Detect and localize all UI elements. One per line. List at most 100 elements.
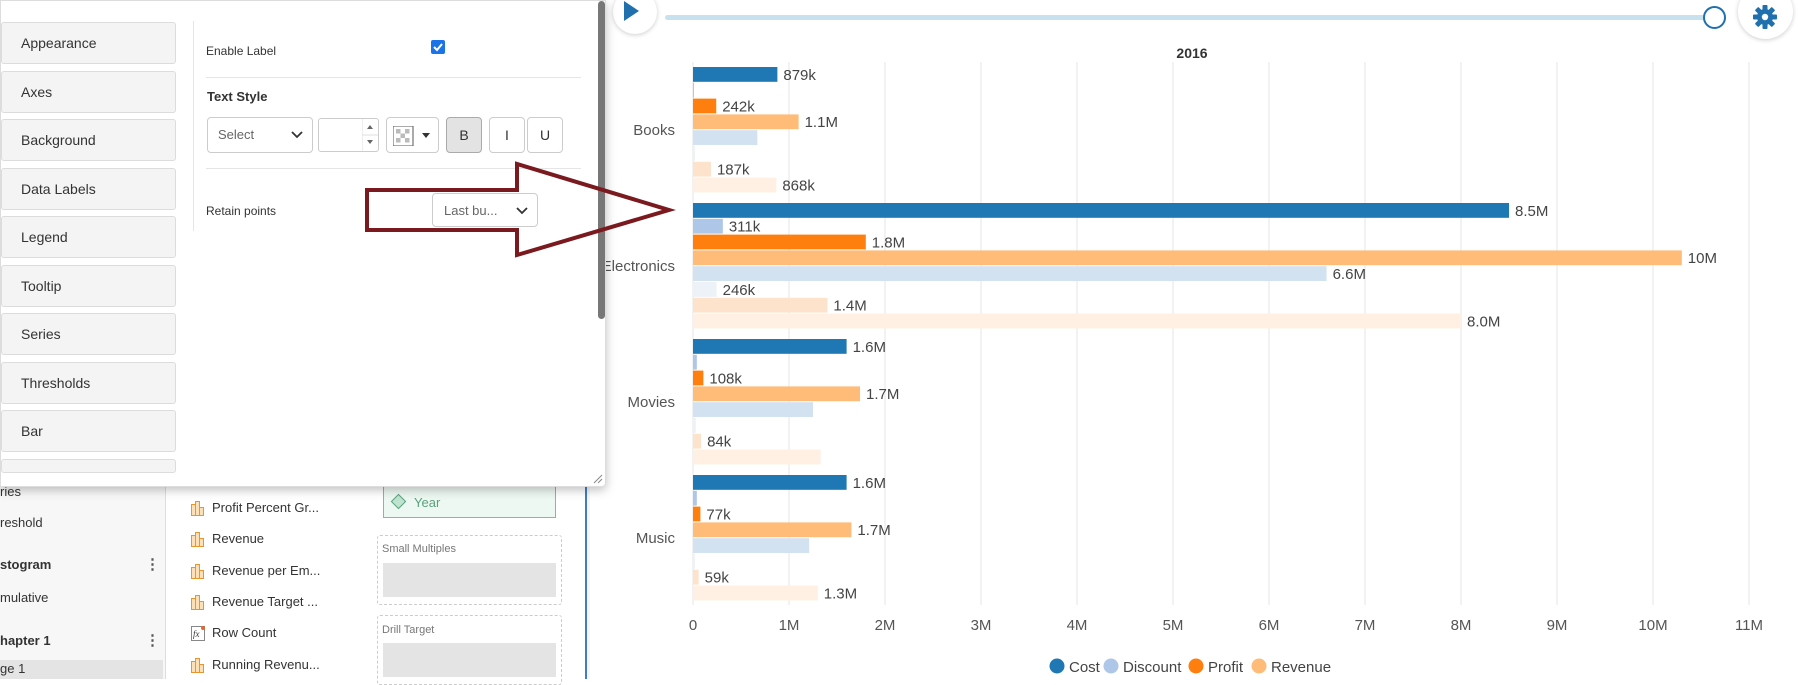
x-tick-label: 3M	[971, 617, 992, 634]
bold-button[interactable]: B	[446, 117, 482, 153]
data-label: 1.1M	[805, 114, 838, 131]
check-icon	[433, 43, 443, 52]
play-button[interactable]	[613, 0, 657, 34]
settings-button[interactable]	[1738, 0, 1793, 39]
legend-label: Discount	[1123, 659, 1182, 676]
x-tick-label: 4M	[1067, 617, 1088, 634]
timeline-slider[interactable]	[665, 15, 1710, 20]
bar-series-4	[693, 538, 810, 553]
year-field-chip[interactable]: Year	[383, 486, 556, 518]
enable-label-checkbox[interactable]	[431, 40, 445, 54]
nav-item-appearance[interactable]: Appearance	[1, 22, 176, 64]
chevron-down-icon	[291, 131, 303, 139]
bar-series-7	[693, 177, 777, 193]
bar-series-4	[693, 402, 813, 417]
bar-series-6	[693, 569, 699, 585]
transparent-swatch-icon	[393, 126, 430, 146]
data-label: 84k	[707, 434, 732, 451]
font-family-select[interactable]: Select	[207, 117, 313, 153]
data-label: 6.6M	[1333, 266, 1366, 283]
data-label: 187k	[717, 162, 750, 179]
x-tick-label: 1M	[779, 617, 800, 634]
dimension-icon	[390, 493, 407, 510]
field-item[interactable]: Revenue Target ...	[212, 593, 318, 609]
bar-series-6	[693, 161, 711, 177]
x-tick-label: 11M	[1735, 617, 1763, 634]
report-tree: ries reshold stogram ⋮ mulative hapter 1…	[0, 470, 165, 679]
data-label: 1.3M	[824, 585, 857, 602]
nav-item-series[interactable]: Series	[1, 313, 176, 355]
legend-label: Cost	[1069, 659, 1101, 676]
measure-icon	[191, 563, 204, 579]
nav-item-background[interactable]: Background	[1, 119, 176, 161]
x-tick-label: 10M	[1638, 617, 1667, 634]
stepper-arrows-icon[interactable]	[362, 119, 378, 151]
bar-series-5	[693, 554, 695, 569]
tree-group[interactable]: stogram	[0, 557, 52, 572]
timeline-slider-handle[interactable]	[1703, 6, 1726, 29]
bar-discount	[693, 490, 697, 506]
bar-revenue	[693, 386, 861, 402]
x-tick-label: 0	[689, 617, 697, 634]
text-style-heading: Text Style	[207, 89, 268, 104]
tree-item[interactable]: ge 1	[0, 661, 26, 676]
data-label: 1.7M	[866, 386, 899, 403]
gear-icon	[1753, 5, 1777, 29]
italic-button[interactable]: I	[489, 117, 525, 153]
legend-label: Revenue	[1271, 659, 1331, 676]
bar-discount	[693, 354, 697, 370]
bar-profit	[693, 370, 704, 386]
legend-marker	[1103, 658, 1119, 674]
x-tick-label: 6M	[1259, 617, 1280, 634]
nav-item-tooltip[interactable]: Tooltip	[1, 264, 176, 307]
nav-item-partial[interactable]	[1, 458, 176, 473]
text-color-picker[interactable]	[386, 117, 439, 153]
divider	[206, 77, 581, 78]
data-label: 108k	[709, 370, 742, 387]
legend-marker	[1188, 658, 1204, 674]
function-icon: fx	[191, 626, 205, 642]
bar-profit	[693, 506, 701, 522]
y-category-label: Books	[633, 122, 675, 139]
retain-points-label: Retain points	[206, 204, 277, 218]
small-multiples-drop-area[interactable]	[383, 563, 556, 597]
x-tick-label: 7M	[1355, 617, 1376, 634]
annotation-arrow-icon	[365, 161, 676, 258]
scrollbar[interactable]	[598, 1, 605, 319]
canvas-divider	[585, 470, 587, 679]
more-options-icon[interactable]: ⋮	[145, 556, 160, 573]
retain-points-select[interactable]: Last bu...	[432, 193, 538, 227]
zone-label: Drill Target	[382, 624, 435, 636]
resize-handle-icon[interactable]	[591, 472, 603, 484]
nav-item-thresholds[interactable]: Thresholds	[1, 361, 176, 404]
nav-item-data-labels[interactable]: Data Labels	[1, 167, 176, 210]
nav-item-bar[interactable]: Bar	[1, 410, 176, 452]
field-item[interactable]: Profit Percent Gr...	[212, 500, 319, 515]
field-item[interactable]: Row Count	[212, 625, 277, 641]
small-multiples-zone[interactable]	[377, 535, 562, 605]
bar-profit	[693, 234, 866, 250]
nav-item-axes[interactable]: Axes	[1, 70, 176, 113]
data-label: 246k	[723, 282, 756, 299]
tree-item[interactable]: mulative	[0, 590, 49, 605]
tree-group[interactable]: hapter 1	[0, 633, 51, 648]
measure-icon	[191, 657, 204, 673]
field-item[interactable]: Running Revenu...	[212, 656, 320, 672]
tree-item-selected[interactable]	[0, 660, 163, 679]
measure-icon	[191, 501, 204, 516]
underline-button[interactable]: U	[527, 117, 563, 153]
more-options-icon[interactable]: ⋮	[145, 632, 160, 649]
enable-label-label: Enable Label	[206, 44, 277, 58]
nav-item-legend[interactable]: Legend	[1, 216, 176, 258]
font-size-stepper[interactable]	[318, 118, 379, 152]
tree-item[interactable]: ries	[0, 484, 21, 499]
tree-item[interactable]: reshold	[0, 515, 43, 530]
field-item[interactable]: Revenue per Em...	[212, 562, 321, 578]
data-label: 8.5M	[1515, 203, 1548, 220]
drill-target-drop-area[interactable]	[383, 643, 556, 677]
bar-series-5	[693, 282, 717, 297]
bar-cost	[693, 339, 847, 354]
field-item[interactable]: Revenue	[212, 531, 265, 547]
play-icon	[624, 1, 639, 21]
bar-series-7	[693, 449, 821, 465]
